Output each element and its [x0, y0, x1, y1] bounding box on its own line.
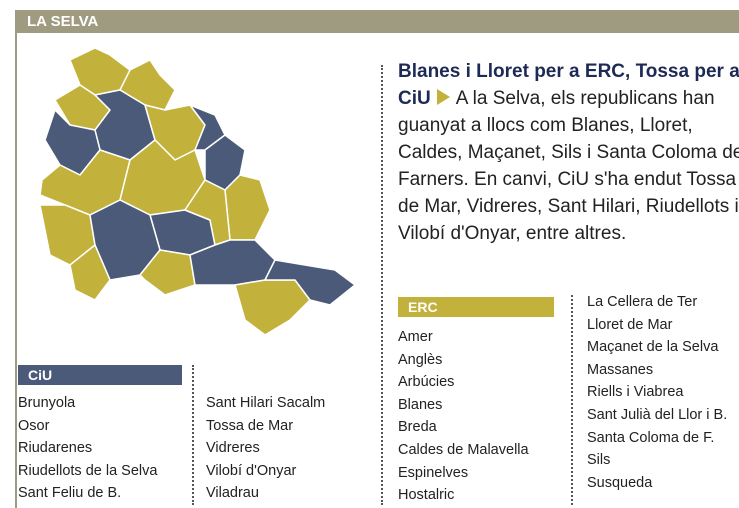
map: [39, 47, 356, 336]
municipality: Breda: [398, 419, 437, 436]
map-region: [264, 259, 356, 306]
municipality: Espinelves: [398, 464, 469, 481]
map-region: [69, 244, 111, 301]
municipality: Sils: [587, 452, 611, 469]
municipality: Sant Hilari Sacalm: [206, 395, 326, 411]
arrow-icon: [436, 89, 450, 105]
map-region: [224, 174, 271, 241]
municipality: Brunyola: [18, 395, 76, 411]
header-title: LA SELVA: [27, 13, 99, 30]
municipality: Vilobí d'Onyar: [206, 462, 297, 479]
erc-label: ERC: [398, 297, 554, 317]
municipality: Viladrau: [206, 485, 259, 502]
article: Blanes i Lloret per a ERC, Tossa per a C…: [398, 58, 739, 247]
separator: [192, 365, 194, 505]
municipality: Susqueda: [587, 474, 653, 491]
municipality: Caldes de Malavella: [398, 442, 529, 458]
headline: Blanes i Lloret per a ERC, Tossa per a C…: [398, 61, 739, 109]
municipality: Santa Coloma de F.: [587, 429, 715, 446]
municipality: Sant Julià del Llor i B.: [587, 407, 728, 423]
municipality: Anglès: [398, 351, 443, 368]
separator: [381, 65, 383, 505]
municipality: Maçanet de la Selva: [587, 339, 719, 356]
map-region: [234, 279, 311, 336]
municipality: La Cellera de Ter: [587, 294, 698, 310]
municipality: Riudarenes: [18, 440, 93, 457]
body-text: A la Selva, els republicans han guanyat …: [398, 88, 739, 244]
municipality: Amer: [398, 329, 433, 345]
municipality: Vidreres: [206, 440, 260, 457]
municipality: Blanes: [398, 396, 443, 413]
municipality: Massanes: [587, 361, 654, 378]
municipality: Hostalric: [398, 487, 455, 504]
municipality: Riudellots de la Selva: [18, 462, 158, 479]
municipality: Lloret de Mar: [587, 316, 673, 333]
municipality: Tossa de Mar: [206, 417, 294, 434]
header-bar: LA SELVA: [15, 10, 739, 33]
municipality: Arbúcies: [398, 374, 455, 391]
left-border: [15, 10, 17, 508]
separator: [571, 295, 573, 505]
ciu-label: CiU: [18, 365, 182, 385]
municipality: Osor: [18, 417, 50, 434]
municipality: Riells i Viabrea: [587, 384, 684, 401]
municipality: Sant Feliu de B.: [18, 485, 122, 502]
